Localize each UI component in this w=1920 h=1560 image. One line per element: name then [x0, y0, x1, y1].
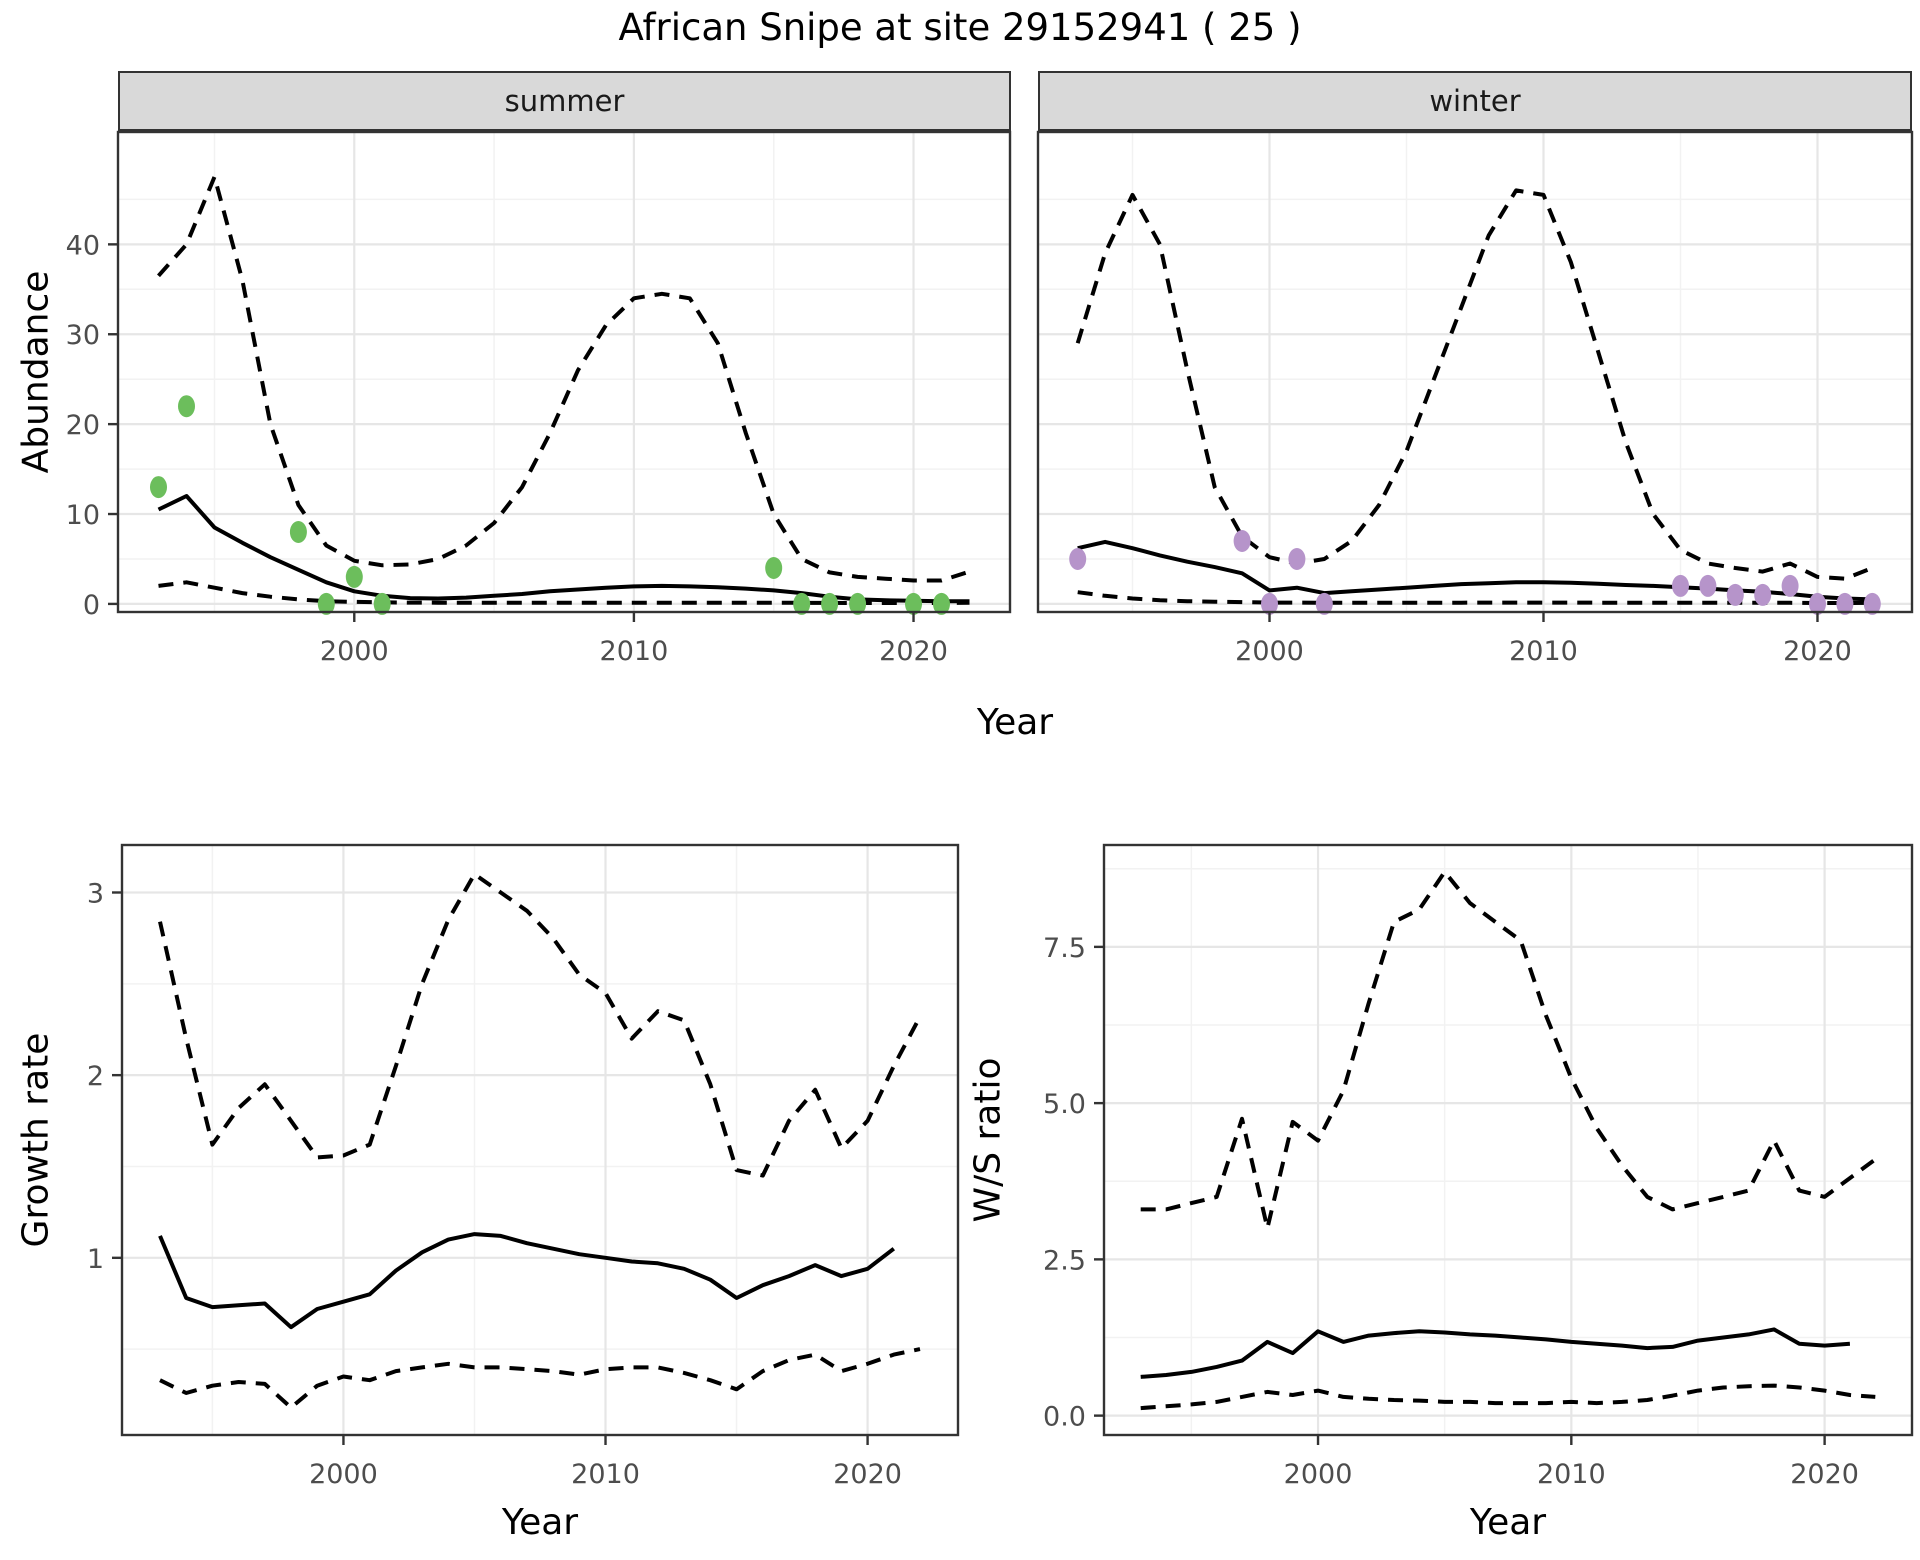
svg-text:2000: 2000: [1235, 636, 1304, 667]
svg-text:5.0: 5.0: [1043, 1089, 1086, 1120]
svg-text:2010: 2010: [1537, 1459, 1606, 1490]
facet-strip-winter: winter: [1038, 71, 1912, 131]
svg-text:0.0: 0.0: [1043, 1402, 1086, 1433]
abundance-summer-plot: 2000 2010 2020 0 10 20 30 40: [66, 130, 1012, 667]
svg-text:20: 20: [66, 410, 100, 441]
growth-rate-x-axis-label: Year: [501, 1502, 579, 1543]
abundance-winter-plot: 2000 2010 2020: [1036, 130, 1914, 667]
svg-text:40: 40: [66, 230, 100, 261]
svg-text:2010: 2010: [600, 636, 669, 667]
svg-text:0: 0: [83, 590, 100, 621]
svg-text:2010: 2010: [571, 1459, 640, 1490]
facet-strip-winter-label: winter: [1429, 84, 1521, 118]
svg-text:2020: 2020: [833, 1459, 902, 1490]
svg-text:7.5: 7.5: [1043, 933, 1086, 964]
svg-text:2000: 2000: [1284, 1459, 1353, 1490]
svg-text:2020: 2020: [1790, 1459, 1859, 1490]
svg-text:2000: 2000: [309, 1459, 378, 1490]
figure-title: African Snipe at site 29152941 ( 25 ): [618, 6, 1302, 49]
ws-ratio-y-axis-label: W/S ratio: [967, 1057, 1009, 1223]
svg-text:2.5: 2.5: [1043, 1245, 1086, 1276]
abundance-x-axis-label: Year: [976, 702, 1054, 743]
facet-strip-summer-label: summer: [504, 84, 625, 118]
svg-text:2020: 2020: [1783, 636, 1852, 667]
svg-text:10: 10: [66, 500, 100, 531]
svg-text:2010: 2010: [1509, 636, 1578, 667]
svg-text:1: 1: [87, 1244, 104, 1275]
svg-text:2000: 2000: [320, 636, 389, 667]
svg-text:3: 3: [87, 878, 104, 909]
ws-ratio-plot: 2000 2010 2020 0.0 2.5 5.0 7.5: [1043, 843, 1914, 1490]
growth-rate-plot: 2000 2010 2020 1 2 3: [87, 843, 960, 1490]
ws-ratio-x-axis-label: Year: [1469, 1502, 1547, 1543]
facet-strip-summer: summer: [118, 71, 1011, 131]
svg-text:2: 2: [87, 1061, 104, 1092]
svg-text:2020: 2020: [879, 636, 948, 667]
svg-text:30: 30: [66, 320, 100, 351]
